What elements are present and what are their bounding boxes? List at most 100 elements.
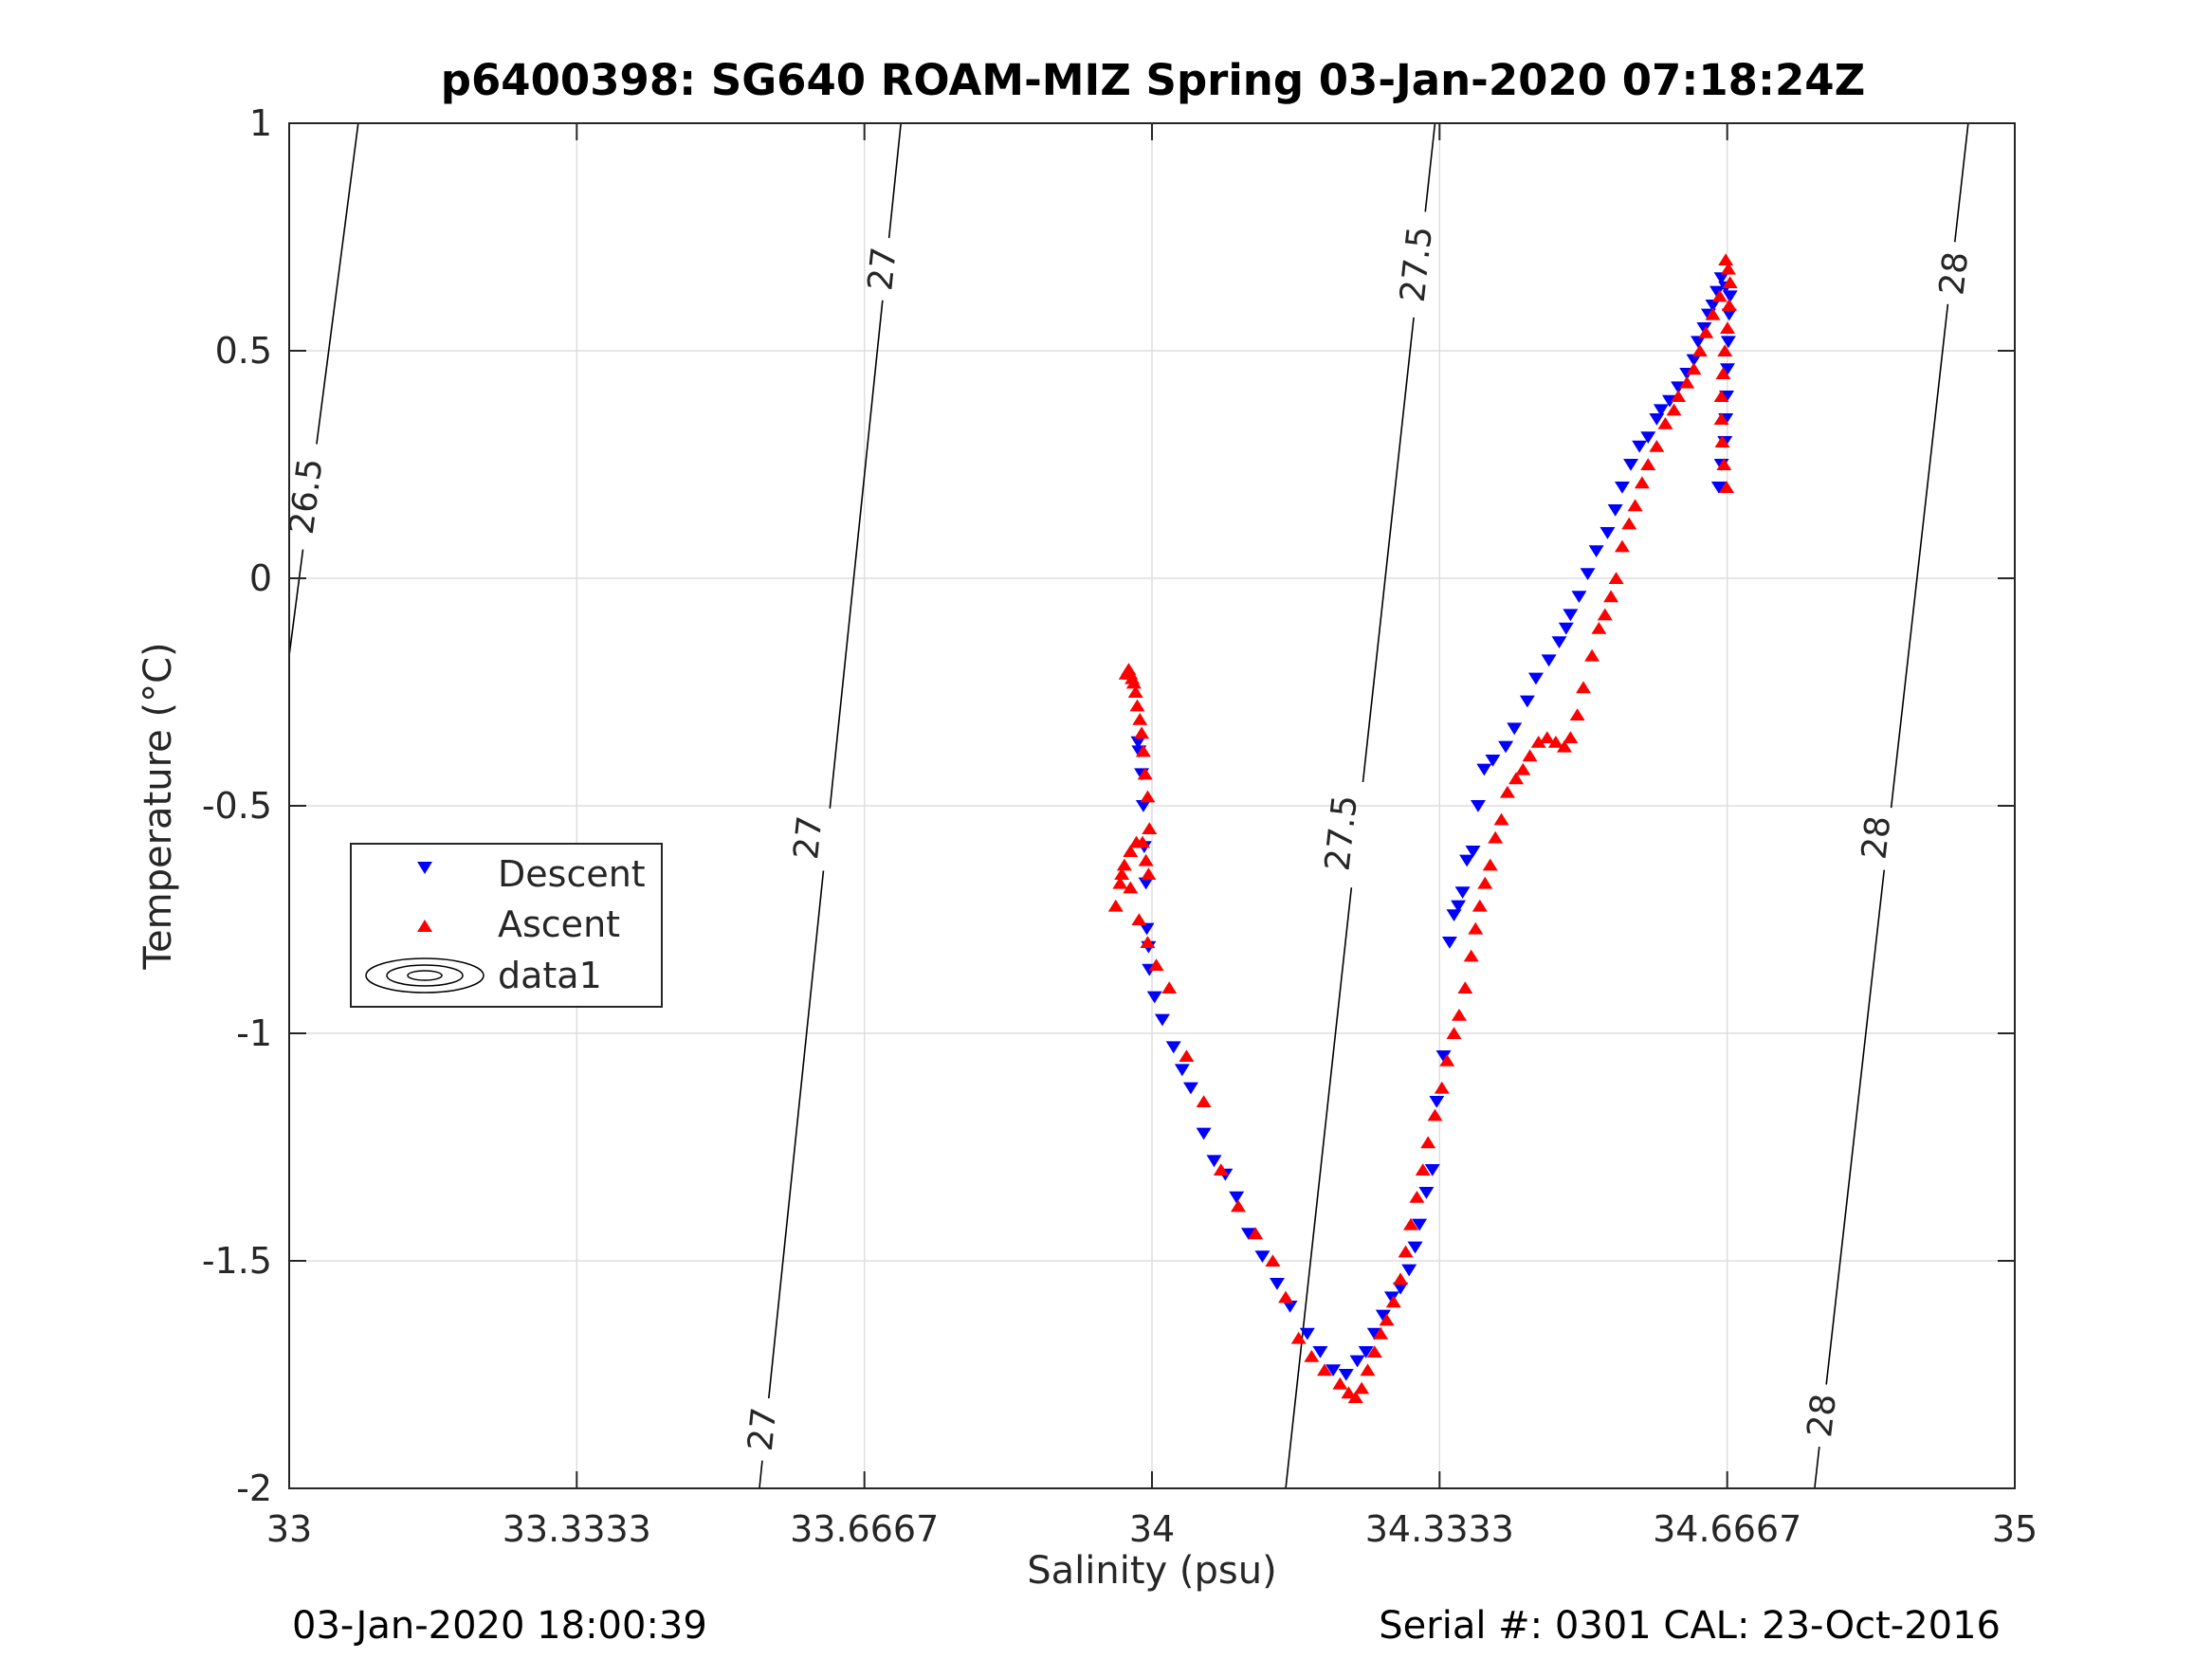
ascent-point xyxy=(1360,1363,1376,1376)
ascent-point xyxy=(1127,685,1143,698)
contour-27-5: 27.5 27.5 xyxy=(1285,122,1440,1489)
ascent-point xyxy=(1347,1391,1363,1403)
ascent-point xyxy=(1686,362,1702,375)
ascent-point xyxy=(1393,1272,1409,1285)
ascent-point xyxy=(1420,1136,1436,1149)
ascent-point xyxy=(1717,344,1733,356)
ascent-point xyxy=(1666,403,1682,416)
contour-26-5: 26.5 xyxy=(283,122,359,656)
descent-point xyxy=(1312,1346,1328,1358)
descent-point xyxy=(1441,937,1457,949)
descent-point xyxy=(1435,1050,1452,1063)
y-axis-label: Temperature (°C) xyxy=(137,642,180,970)
ascent-point xyxy=(1134,726,1150,739)
ascent-point xyxy=(1290,1331,1307,1344)
ascent-point xyxy=(1129,699,1145,712)
density-contours: 26.5 27 27 27 27.5 27.5 28 28 28 xyxy=(283,122,1976,1489)
descent-point xyxy=(1719,363,1735,375)
descent-point xyxy=(1686,354,1702,367)
ascent-point xyxy=(1118,667,1134,680)
descent-point xyxy=(1424,1164,1440,1176)
contour-label: 27.5 xyxy=(1394,225,1440,304)
contour-line xyxy=(1424,122,1436,212)
contour-27: 27 27 27 xyxy=(741,122,905,1489)
descent-point xyxy=(1623,459,1639,471)
descent-point xyxy=(1139,922,1155,936)
legend-ascent-label: Ascent xyxy=(498,903,620,945)
descent-point xyxy=(1412,1218,1428,1231)
ascent-point xyxy=(1547,736,1563,748)
descent-point xyxy=(1649,413,1665,426)
contour-label: 28 xyxy=(1801,1392,1844,1439)
descent-point xyxy=(1713,272,1729,284)
descent-point xyxy=(1640,431,1656,444)
ascent-point xyxy=(1720,262,1736,275)
descent-point xyxy=(1446,909,1462,921)
ascent-point xyxy=(1719,481,1735,493)
descent-point xyxy=(1722,290,1738,303)
descent-point xyxy=(1632,440,1648,453)
ascent-point xyxy=(1379,1313,1395,1326)
ascent-point xyxy=(1434,1081,1450,1094)
descent-point xyxy=(1580,568,1596,580)
ascent-point xyxy=(1716,458,1732,470)
descent-point xyxy=(1206,1155,1222,1168)
descent-point xyxy=(1393,1282,1409,1295)
contour-line xyxy=(288,549,304,656)
x-tick-label: 33.6667 xyxy=(790,1508,939,1550)
ascent-point xyxy=(1482,858,1498,871)
ascent-point xyxy=(1446,1027,1462,1039)
descent-point xyxy=(1165,1041,1181,1054)
x-tick-label: 33.3333 xyxy=(503,1508,651,1550)
descent-point xyxy=(1614,482,1630,494)
descent-point xyxy=(1588,545,1604,557)
ascent-point xyxy=(1403,1217,1418,1231)
descent-point xyxy=(1240,1228,1256,1240)
legend[interactable]: Descent Ascent data1 xyxy=(350,843,663,1008)
legend-ascent-marker xyxy=(417,920,432,932)
descent-point xyxy=(1465,846,1481,858)
ascent-point xyxy=(1714,435,1730,447)
contour-label: 27 xyxy=(787,814,831,862)
contour-28: 28 28 28 xyxy=(1801,122,1976,1489)
legend-descent-label: Descent xyxy=(498,853,646,895)
contour-label: 27 xyxy=(861,246,905,293)
y-tick-label: 1 xyxy=(249,102,272,144)
contour-label: 26.5 xyxy=(283,456,331,537)
ascent-point xyxy=(1179,1049,1195,1062)
ascent-point xyxy=(1112,876,1128,889)
ascent-point xyxy=(1468,921,1484,935)
contour-label: 28 xyxy=(1855,814,1898,862)
ascent-point xyxy=(1721,299,1737,311)
y-tick-label: -1 xyxy=(236,1012,272,1054)
ascent-point xyxy=(1713,390,1729,402)
legend-descent-marker xyxy=(417,862,432,874)
ascent-point xyxy=(1116,858,1132,871)
legend-contour-icon xyxy=(365,957,484,994)
ascent-point xyxy=(1719,321,1735,334)
ascent-point xyxy=(1608,572,1624,584)
ascent-point xyxy=(1584,648,1600,662)
descent-point xyxy=(1375,1309,1391,1322)
ascent-point xyxy=(1123,845,1139,857)
ascent-point xyxy=(1196,1095,1212,1107)
ascent-point xyxy=(1530,736,1546,748)
ascent-point xyxy=(1718,253,1734,265)
descent-point xyxy=(1229,1191,1245,1204)
x-tick-label: 34.6667 xyxy=(1653,1508,1801,1550)
ascent-point xyxy=(1366,1345,1382,1358)
ascent-point xyxy=(1142,822,1158,834)
ascent-point xyxy=(1135,744,1151,757)
ascent-point xyxy=(1705,307,1721,320)
descent-point xyxy=(1130,736,1146,749)
descent-point xyxy=(1154,1013,1170,1027)
contour-line xyxy=(1285,887,1353,1489)
descent-point xyxy=(1325,1364,1342,1376)
descent-point xyxy=(1705,300,1721,312)
descent-point xyxy=(1470,800,1486,812)
descent-point xyxy=(1607,504,1623,517)
descent-point xyxy=(1146,991,1162,1004)
contour-line xyxy=(316,122,359,445)
descent-point xyxy=(1418,1187,1435,1199)
